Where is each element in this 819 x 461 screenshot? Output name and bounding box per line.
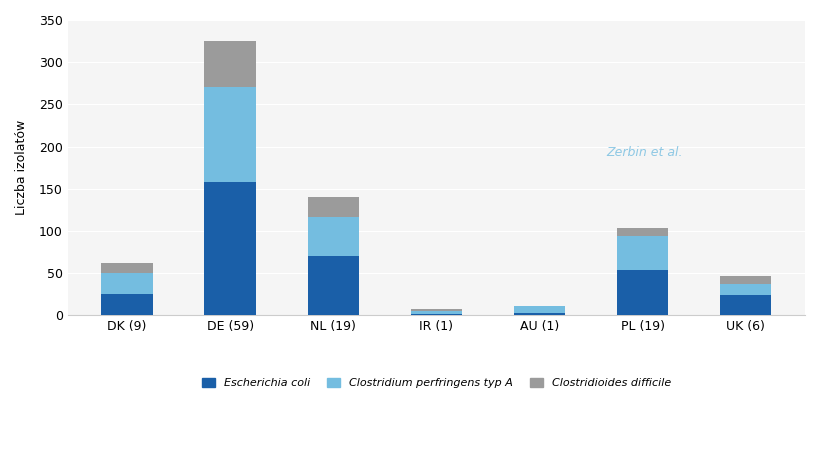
Bar: [616, 270, 667, 315]
Bar: [204, 88, 256, 182]
Y-axis label: Liczba izolatów: Liczba izolatów: [15, 120, 28, 215]
Bar: [410, 313, 462, 315]
Bar: [514, 306, 564, 313]
Bar: [307, 217, 359, 256]
Bar: [204, 182, 256, 315]
Bar: [616, 236, 667, 270]
Bar: [719, 284, 771, 295]
Bar: [410, 309, 462, 311]
Bar: [102, 263, 152, 273]
Bar: [307, 197, 359, 217]
Bar: [307, 256, 359, 315]
Bar: [514, 313, 564, 315]
Bar: [616, 228, 667, 236]
Bar: [410, 311, 462, 313]
Legend: Escherichia coli, Clostridium perfringens typ A, Clostridioides difficile: Escherichia coli, Clostridium perfringen…: [197, 373, 675, 392]
Bar: [719, 295, 771, 315]
Bar: [719, 277, 771, 284]
Bar: [102, 294, 152, 315]
Bar: [204, 41, 256, 88]
Text: Zerbin et al.: Zerbin et al.: [605, 147, 681, 160]
Bar: [102, 273, 152, 294]
